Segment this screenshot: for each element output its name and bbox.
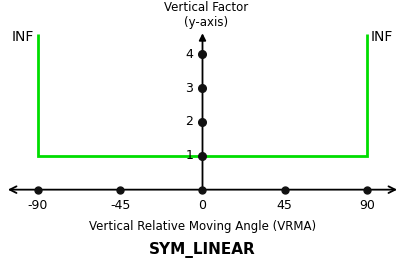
- Text: 4: 4: [185, 48, 193, 61]
- Text: 3: 3: [185, 81, 193, 94]
- Text: 45: 45: [277, 199, 293, 212]
- Text: 90: 90: [359, 199, 375, 212]
- Text: 2: 2: [185, 115, 193, 128]
- Text: 1: 1: [185, 149, 193, 162]
- Text: 0: 0: [198, 199, 207, 212]
- Text: Vertical Factor
(y-axis): Vertical Factor (y-axis): [164, 1, 248, 29]
- Text: INF: INF: [12, 31, 34, 44]
- Text: SYM_LINEAR: SYM_LINEAR: [149, 242, 256, 258]
- Text: Vertical Relative Moving Angle (VRMA): Vertical Relative Moving Angle (VRMA): [89, 220, 316, 233]
- Text: -45: -45: [110, 199, 130, 212]
- Text: INF: INF: [371, 31, 393, 44]
- Text: -90: -90: [28, 199, 48, 212]
